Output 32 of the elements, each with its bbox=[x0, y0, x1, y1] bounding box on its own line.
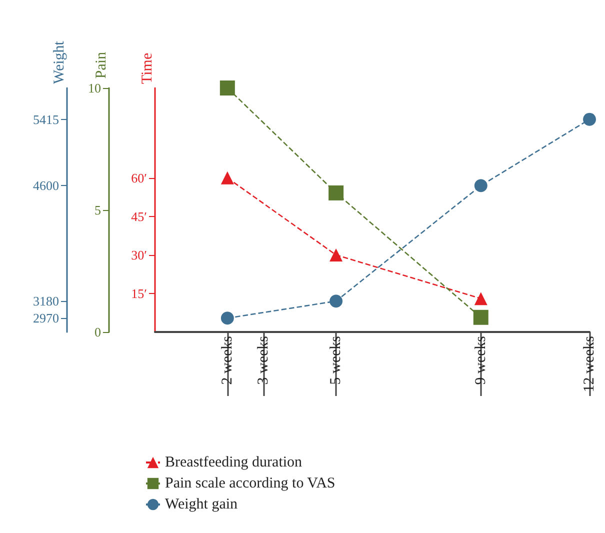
point bbox=[328, 185, 344, 200]
y-tick-label: 30′ bbox=[131, 247, 148, 262]
y3-tick-label: 4600 bbox=[33, 178, 59, 194]
point bbox=[220, 312, 234, 325]
legend-label: Pain scale according to VAS bbox=[165, 476, 336, 492]
legend-label: Weight gain bbox=[165, 496, 238, 512]
point bbox=[474, 179, 488, 192]
y-tick-label: 45′ bbox=[131, 208, 148, 224]
point bbox=[474, 292, 488, 306]
x-tick-label: 3 weeks bbox=[256, 336, 272, 385]
point bbox=[220, 171, 234, 184]
point bbox=[330, 294, 343, 308]
y-tick-label: 60′ bbox=[131, 170, 148, 186]
y2-tick-label: 10 bbox=[88, 80, 101, 96]
x-tick-label: 9 weeks bbox=[472, 336, 489, 385]
point bbox=[473, 310, 488, 325]
y2-tick-label: 5 bbox=[94, 202, 101, 218]
x-tick-label: 12 weeks bbox=[582, 336, 598, 392]
y-axis-title: Time bbox=[140, 52, 156, 84]
y3-tick-label: 3180 bbox=[33, 294, 59, 309]
y-tick-label: 15′ bbox=[131, 286, 148, 301]
legend-label: Breastfeeding duration bbox=[165, 454, 303, 470]
y3-tick-label: 2970 bbox=[33, 310, 59, 326]
x-tick-label: 5 weeks bbox=[328, 336, 344, 385]
point bbox=[583, 112, 596, 126]
y2-tick-label: 0 bbox=[94, 324, 101, 340]
y3-tick-label: 5415 bbox=[33, 112, 59, 127]
y3-axis-title: Weight bbox=[52, 40, 68, 84]
y2-axis-title: Pain bbox=[94, 51, 110, 79]
x-tick-label: 2 weeks bbox=[219, 336, 236, 385]
point bbox=[220, 80, 235, 96]
point bbox=[330, 248, 343, 262]
